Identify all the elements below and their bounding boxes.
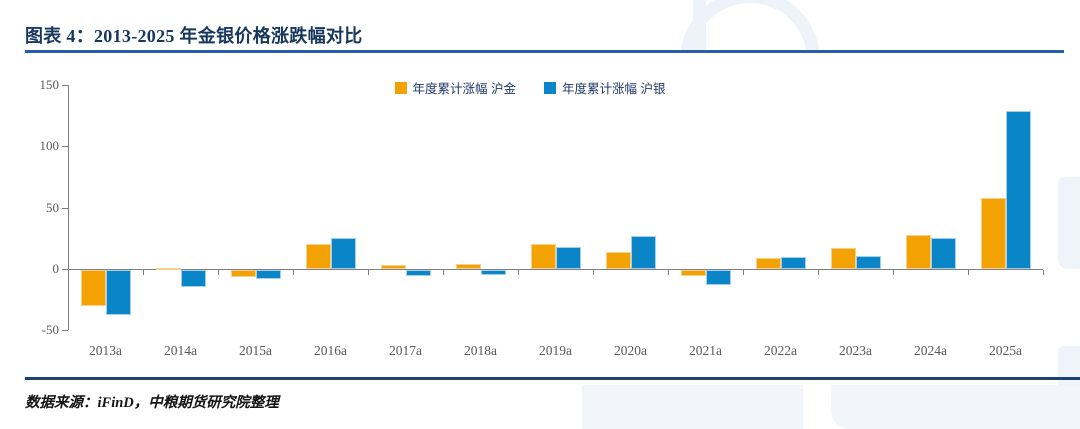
gold-bar-2019a [530,244,556,269]
gold-bar-2020a [605,251,631,269]
y-axis-tick [62,146,68,148]
legend-label-gold: 年度累计涨幅 沪金 [412,82,516,96]
x-axis-tick-label: 2020a [614,343,647,358]
y-axis-tick-label: 50 [46,199,59,215]
silver-bar-2014a [180,270,206,288]
chart-legend: 年度累计涨幅 沪金 年度累计涨幅 沪银 [0,78,1060,97]
y-axis-tick [62,207,68,209]
x-axis-tick [518,270,519,275]
x-axis-tick-label: 2021a [689,343,722,358]
x-axis-tick-label: 2025a [989,343,1022,358]
x-axis-line [68,269,1043,270]
gold-bar-2025a [980,197,1006,269]
legend-item-silver: 年度累计涨幅 沪银 [544,78,665,97]
y-axis-line [68,85,69,331]
footer-divider [25,377,1080,380]
silver-bar-2017a [405,270,431,277]
silver-bar-2019a [555,246,581,269]
silver-bar-2024a [930,238,956,269]
x-axis-tick [293,270,294,275]
silver-bar-2021a [705,270,731,285]
x-axis-tick-label: 2017a [389,343,422,358]
silver-bar-2015a [255,270,281,279]
silver-bar-2022a [780,256,806,269]
y-axis-tick-label: -50 [41,322,59,338]
silver-bar-2016a [330,238,356,269]
x-axis-tick [968,270,969,275]
y-axis-tick [62,85,68,86]
x-axis-tick-label: 2015a [239,343,272,358]
x-axis-tick-label: 2018a [464,343,497,358]
legend-label-silver: 年度累计涨幅 沪银 [562,82,666,96]
gold-bar-2013a [80,270,106,306]
watermark-bottom-right [831,385,1080,429]
watermark-top-logo [560,0,860,52]
x-axis-tick [143,270,144,275]
y-axis-tick-label: 0 [52,261,60,276]
silver-bar-2023a [855,255,881,269]
silver-bar-2018a [480,270,506,275]
gold-bar-2016a [305,244,331,269]
gold-bar-2021a [680,270,706,277]
x-axis-tick [368,270,369,275]
gold-bar-2024a [905,234,931,269]
x-axis-tick [1043,270,1044,275]
x-axis-tick-label: 2016a [314,343,347,358]
silver-bar-2013a [105,270,131,316]
x-axis-tick [743,270,744,275]
x-axis-tick-label: 2023a [839,343,872,358]
x-axis-tick-label: 2022a [764,343,797,358]
gold-bar-2017a [380,265,406,269]
x-axis-tick [893,270,894,275]
x-axis-tick [818,270,819,275]
x-axis-tick [668,270,669,275]
legend-item-gold: 年度累计涨幅 沪金 [394,78,516,97]
x-axis-tick [218,270,219,275]
gold-series-swatch-icon [394,81,407,94]
gold-bar-2015a [230,270,256,278]
watermark-bottom-left [582,385,803,429]
y-axis-tick-label: 150 [39,77,60,92]
y-axis-tick-label: 100 [39,138,60,154]
x-axis-tick [593,270,594,275]
x-axis-tick-label: 2013a [89,343,122,358]
x-axis-tick-label: 2014a [164,343,197,358]
x-axis-tick [68,270,69,275]
gold-bar-2023a [830,248,856,269]
silver-bar-2025a [1005,110,1031,269]
figure-title: 图表 4：2013-2025 年金银价格涨跌幅对比 [25,26,363,46]
gold-bar-2014a [155,267,181,270]
silver-series-swatch-icon [544,81,556,94]
y-axis-tick [62,330,68,332]
title-divider [25,50,1064,53]
data-source-note: 数据来源：iFinD，中粮期货研究院整理 [25,395,279,411]
watermark-right-mid [1058,177,1080,269]
silver-bar-2020a [630,235,656,269]
gold-bar-2018a [455,264,481,269]
x-axis-tick [443,270,444,275]
x-axis-tick-label: 2024a [914,343,947,358]
gold-bar-2022a [755,257,781,269]
x-axis-tick-label: 2019a [539,343,572,358]
y-axis-tick [62,269,68,270]
